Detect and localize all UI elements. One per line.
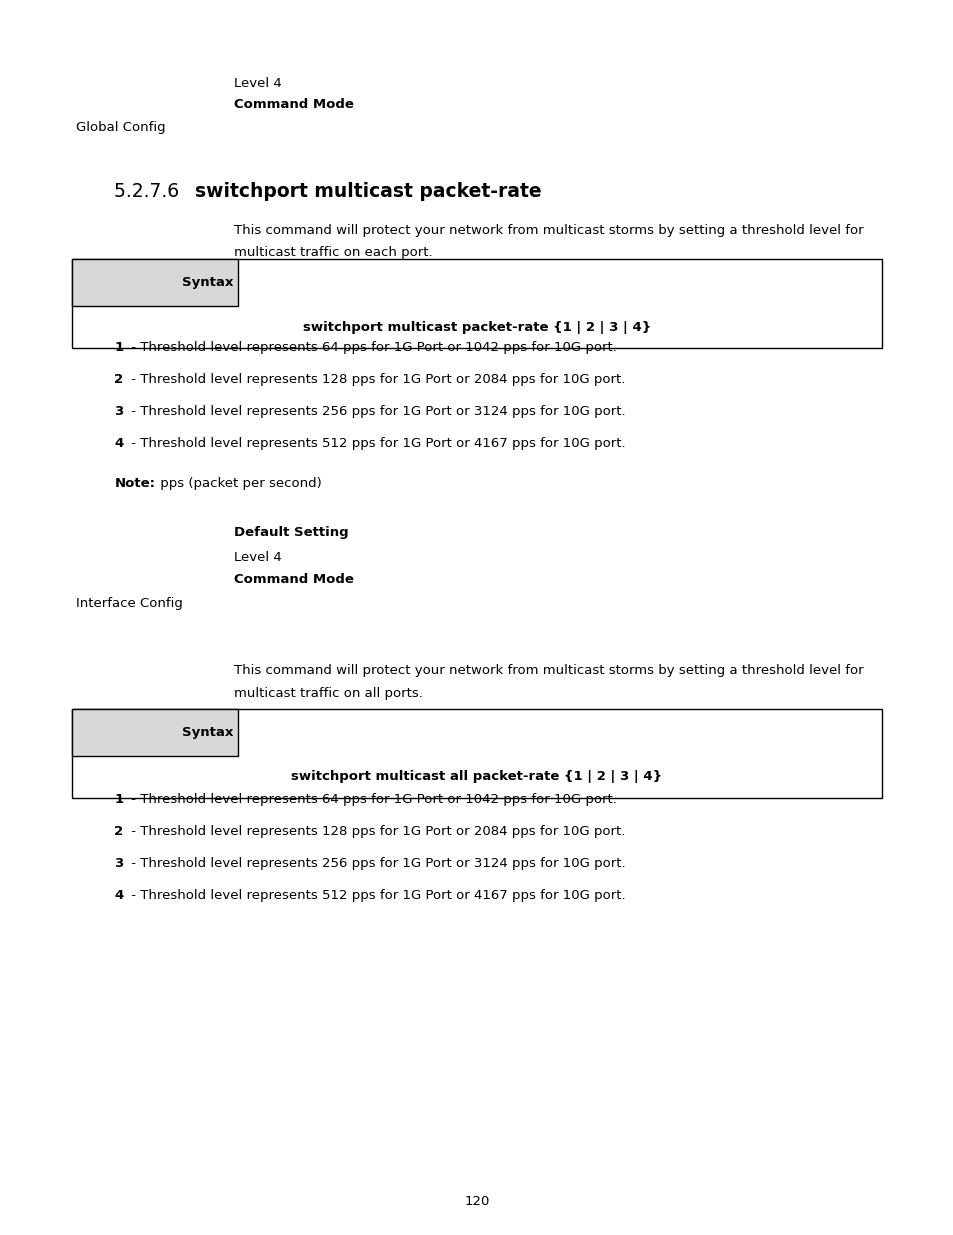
Text: 120: 120	[464, 1194, 489, 1208]
Text: Command Mode: Command Mode	[233, 573, 354, 587]
Text: - Threshold level represents 256 pps for 1G Port or 3124 pps for 10G port.: - Threshold level represents 256 pps for…	[127, 405, 625, 419]
Text: 5.2.7.6: 5.2.7.6	[114, 182, 186, 200]
Text: - Threshold level represents 512 pps for 1G Port or 4167 pps for 10G port.: - Threshold level represents 512 pps for…	[127, 437, 625, 451]
Text: 3: 3	[114, 857, 124, 871]
Text: This command will protect your network from multicast storms by setting a thresh: This command will protect your network f…	[233, 224, 862, 237]
Text: - Threshold level represents 512 pps for 1G Port or 4167 pps for 10G port.: - Threshold level represents 512 pps for…	[127, 889, 625, 903]
Text: - Threshold level represents 256 pps for 1G Port or 3124 pps for 10G port.: - Threshold level represents 256 pps for…	[127, 857, 625, 871]
Text: Syntax: Syntax	[182, 726, 233, 739]
Text: 2: 2	[114, 825, 124, 839]
Bar	[71, 259, 882, 348]
Text: 4: 4	[114, 889, 124, 903]
Text: - Threshold level represents 128 pps for 1G Port or 2084 pps for 10G port.: - Threshold level represents 128 pps for…	[127, 373, 624, 387]
Text: multicast traffic on each port.: multicast traffic on each port.	[233, 246, 432, 259]
Text: This command will protect your network from multicast storms by setting a thresh: This command will protect your network f…	[233, 664, 862, 678]
Text: 4: 4	[114, 437, 124, 451]
Text: Level 4: Level 4	[233, 551, 281, 564]
Text: 1: 1	[114, 793, 124, 806]
Text: - Threshold level represents 64 pps for 1G Port or 1042 pps for 10G port.: - Threshold level represents 64 pps for …	[127, 793, 616, 806]
Text: Interface Config: Interface Config	[76, 597, 183, 610]
Bar	[71, 259, 238, 306]
Text: Level 4: Level 4	[233, 77, 281, 90]
Text: switchport multicast all packet-rate {1 | 2 | 3 | 4}: switchport multicast all packet-rate {1 …	[291, 771, 662, 783]
Text: - Threshold level represents 128 pps for 1G Port or 2084 pps for 10G port.: - Threshold level represents 128 pps for…	[127, 825, 624, 839]
Text: Syntax: Syntax	[182, 277, 233, 289]
Text: Global Config: Global Config	[76, 121, 166, 135]
Text: pps (packet per second): pps (packet per second)	[156, 477, 322, 490]
Text: 1: 1	[114, 341, 124, 354]
Text: Default Setting: Default Setting	[233, 526, 348, 540]
Text: Command Mode: Command Mode	[233, 98, 354, 111]
Text: - Threshold level represents 64 pps for 1G Port or 1042 pps for 10G port.: - Threshold level represents 64 pps for …	[127, 341, 616, 354]
Text: 3: 3	[114, 405, 124, 419]
Text: 2: 2	[114, 373, 124, 387]
Bar	[71, 709, 238, 756]
Text: Note:: Note:	[114, 477, 155, 490]
Bar	[71, 709, 882, 798]
Text: switchport multicast packet-rate {1 | 2 | 3 | 4}: switchport multicast packet-rate {1 | 2 …	[302, 321, 651, 333]
Text: switchport multicast packet-rate: switchport multicast packet-rate	[194, 182, 540, 200]
Text: multicast traffic on all ports.: multicast traffic on all ports.	[233, 687, 422, 700]
